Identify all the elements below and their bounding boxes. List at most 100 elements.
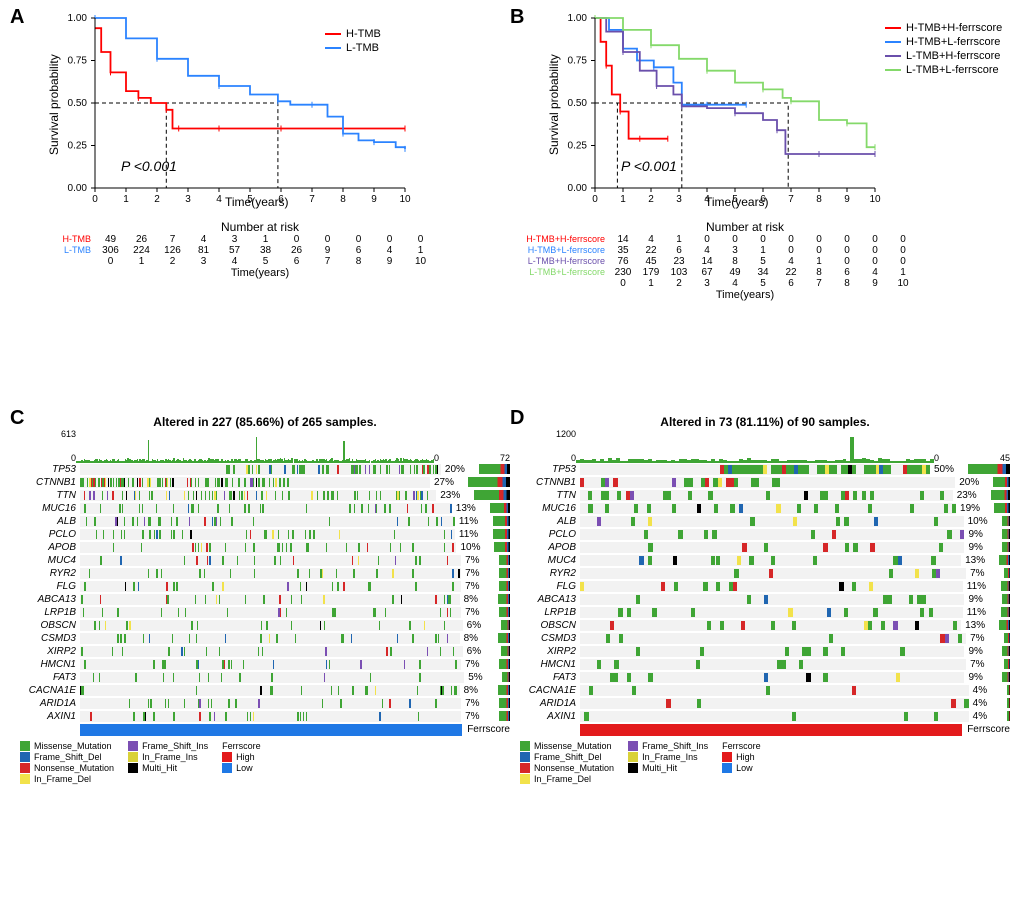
panel-b: 0.000.250.500.751.00012345678910 Surviva… bbox=[525, 10, 1015, 380]
gene-name: HMCN1 bbox=[20, 659, 80, 670]
gene-row: ABCA139% bbox=[520, 593, 1010, 605]
gene-pct: 9% bbox=[965, 542, 998, 553]
legend-swatch bbox=[325, 47, 341, 49]
svg-text:0.50: 0.50 bbox=[568, 98, 588, 109]
risk-cell: 8 bbox=[805, 267, 833, 278]
gene-pct: 7% bbox=[967, 633, 1000, 644]
risk-row-label: H-TMB+L-ferrscore bbox=[495, 245, 609, 255]
risk-cell: 0 bbox=[833, 256, 861, 267]
gene-name: FAT3 bbox=[520, 672, 580, 683]
legend-swatch bbox=[520, 752, 530, 762]
right-bar-scale: 045 bbox=[934, 453, 1010, 463]
legend-swatch bbox=[885, 27, 901, 29]
mutation-track bbox=[80, 607, 462, 618]
legend-item: Nonsense_Mutation bbox=[520, 763, 614, 773]
gene-row: TTN23% bbox=[520, 489, 1010, 501]
risk-cell: 38 bbox=[250, 245, 281, 256]
mutation-track bbox=[80, 542, 457, 553]
legend-item: Low bbox=[222, 763, 261, 773]
gene-name: MUC16 bbox=[20, 503, 80, 514]
risk-cell: 4 bbox=[374, 245, 405, 256]
gene-name: OBSCN bbox=[20, 620, 80, 631]
legend-label: H-TMB bbox=[346, 28, 381, 40]
risk-title: Number at risk bbox=[495, 220, 995, 234]
panel-a: 0.000.250.500.751.00012345678910 Surviva… bbox=[25, 10, 505, 330]
svg-text:9: 9 bbox=[844, 194, 850, 205]
risk-cell: 224 bbox=[126, 245, 157, 256]
risk-cell: 1 bbox=[250, 234, 281, 245]
gene-name: CACNA1E bbox=[520, 685, 580, 696]
mutation-track bbox=[80, 685, 461, 696]
risk-cell: 6 bbox=[343, 245, 374, 256]
risk-title: Number at risk bbox=[45, 220, 475, 234]
legend-swatch bbox=[628, 752, 638, 762]
legend-item: Missense_Mutation bbox=[520, 741, 614, 751]
svg-text:7: 7 bbox=[309, 194, 315, 205]
svg-text:0.25: 0.25 bbox=[68, 141, 88, 152]
legend-a: H-TMBL-TMB bbox=[325, 28, 381, 56]
risk-cell: 4 bbox=[637, 234, 665, 245]
legend-swatch bbox=[325, 33, 341, 35]
risk-cell: 0 bbox=[374, 234, 405, 245]
gene-pct: 9% bbox=[965, 672, 998, 683]
risk-cell: 5 bbox=[749, 256, 777, 267]
risk-cell: 1 bbox=[749, 245, 777, 256]
legend-item: H-TMB+H-ferrscore bbox=[885, 22, 1002, 34]
legend-label: L-TMB+H-ferrscore bbox=[906, 50, 1000, 62]
gene-pct: 4% bbox=[970, 698, 1003, 709]
gene-pct: 4% bbox=[970, 685, 1003, 696]
gene-row: ARID1A4% bbox=[520, 697, 1010, 709]
mutation-track bbox=[80, 620, 464, 631]
legend-b: H-TMB+H-ferrscoreH-TMB+L-ferrscoreL-TMB+… bbox=[885, 22, 1002, 78]
legend-label: In_Frame_Del bbox=[34, 774, 91, 784]
gene-row: RYR27% bbox=[20, 567, 510, 579]
pval-b: P <0.001 bbox=[621, 158, 677, 174]
legend-swatch bbox=[885, 69, 901, 71]
gene-row: RYR27% bbox=[520, 567, 1010, 579]
mutation-track bbox=[580, 620, 962, 631]
gene-side-bar bbox=[499, 607, 510, 617]
risk-cell: 179 bbox=[637, 267, 665, 278]
legend-item: Multi_Hit bbox=[128, 763, 208, 773]
risk-cell: 4 bbox=[188, 234, 219, 245]
legend-swatch bbox=[20, 774, 30, 784]
legend-item: In_Frame_Del bbox=[520, 774, 614, 784]
legend-label: Frame_Shift_Del bbox=[34, 752, 102, 762]
gene-name: XIRP2 bbox=[20, 646, 80, 657]
mutation-track bbox=[80, 529, 456, 540]
gene-row: FLG11% bbox=[520, 580, 1010, 592]
gene-pct: 4% bbox=[970, 711, 1003, 722]
gene-name: CACNA1E bbox=[20, 685, 80, 696]
risk-cell: 14 bbox=[693, 256, 721, 267]
gene-pct: 11% bbox=[456, 529, 489, 540]
gene-name: APOB bbox=[520, 542, 580, 553]
risk-cell: 4 bbox=[693, 245, 721, 256]
risk-cell: 0 bbox=[861, 234, 889, 245]
gene-side-bar bbox=[999, 555, 1010, 565]
gene-pct: 11% bbox=[964, 607, 997, 618]
gene-row: AXIN17% bbox=[20, 710, 510, 722]
mutation-track bbox=[80, 659, 462, 670]
svg-text:3: 3 bbox=[185, 194, 191, 205]
mutation-track bbox=[80, 698, 462, 709]
mutation-track bbox=[80, 555, 462, 566]
top-bar-zero: 0 bbox=[520, 453, 576, 463]
gene-name: ALB bbox=[20, 516, 80, 527]
ferrscore-row: Ferrscore bbox=[20, 723, 510, 735]
ferrscore-row: Ferrscore bbox=[520, 723, 1010, 735]
gene-pct: 7% bbox=[967, 568, 1000, 579]
gene-side-bar bbox=[991, 490, 1010, 500]
risk-cell: 1 bbox=[665, 234, 693, 245]
panel-label-a: A bbox=[10, 6, 24, 29]
gene-row: MUC47% bbox=[20, 554, 510, 566]
mutation-track bbox=[80, 633, 461, 644]
gene-name: PCLO bbox=[20, 529, 80, 540]
mutation-track bbox=[80, 464, 442, 475]
top-bar-zero: 0 bbox=[20, 453, 76, 463]
legend-label: L-TMB+L-ferrscore bbox=[906, 64, 999, 76]
gene-pct: 13% bbox=[962, 555, 995, 566]
mutation-track bbox=[580, 646, 965, 657]
gene-row: HMCN17% bbox=[520, 658, 1010, 670]
gene-row: ALB11% bbox=[20, 515, 510, 527]
mutation-track bbox=[580, 698, 970, 709]
